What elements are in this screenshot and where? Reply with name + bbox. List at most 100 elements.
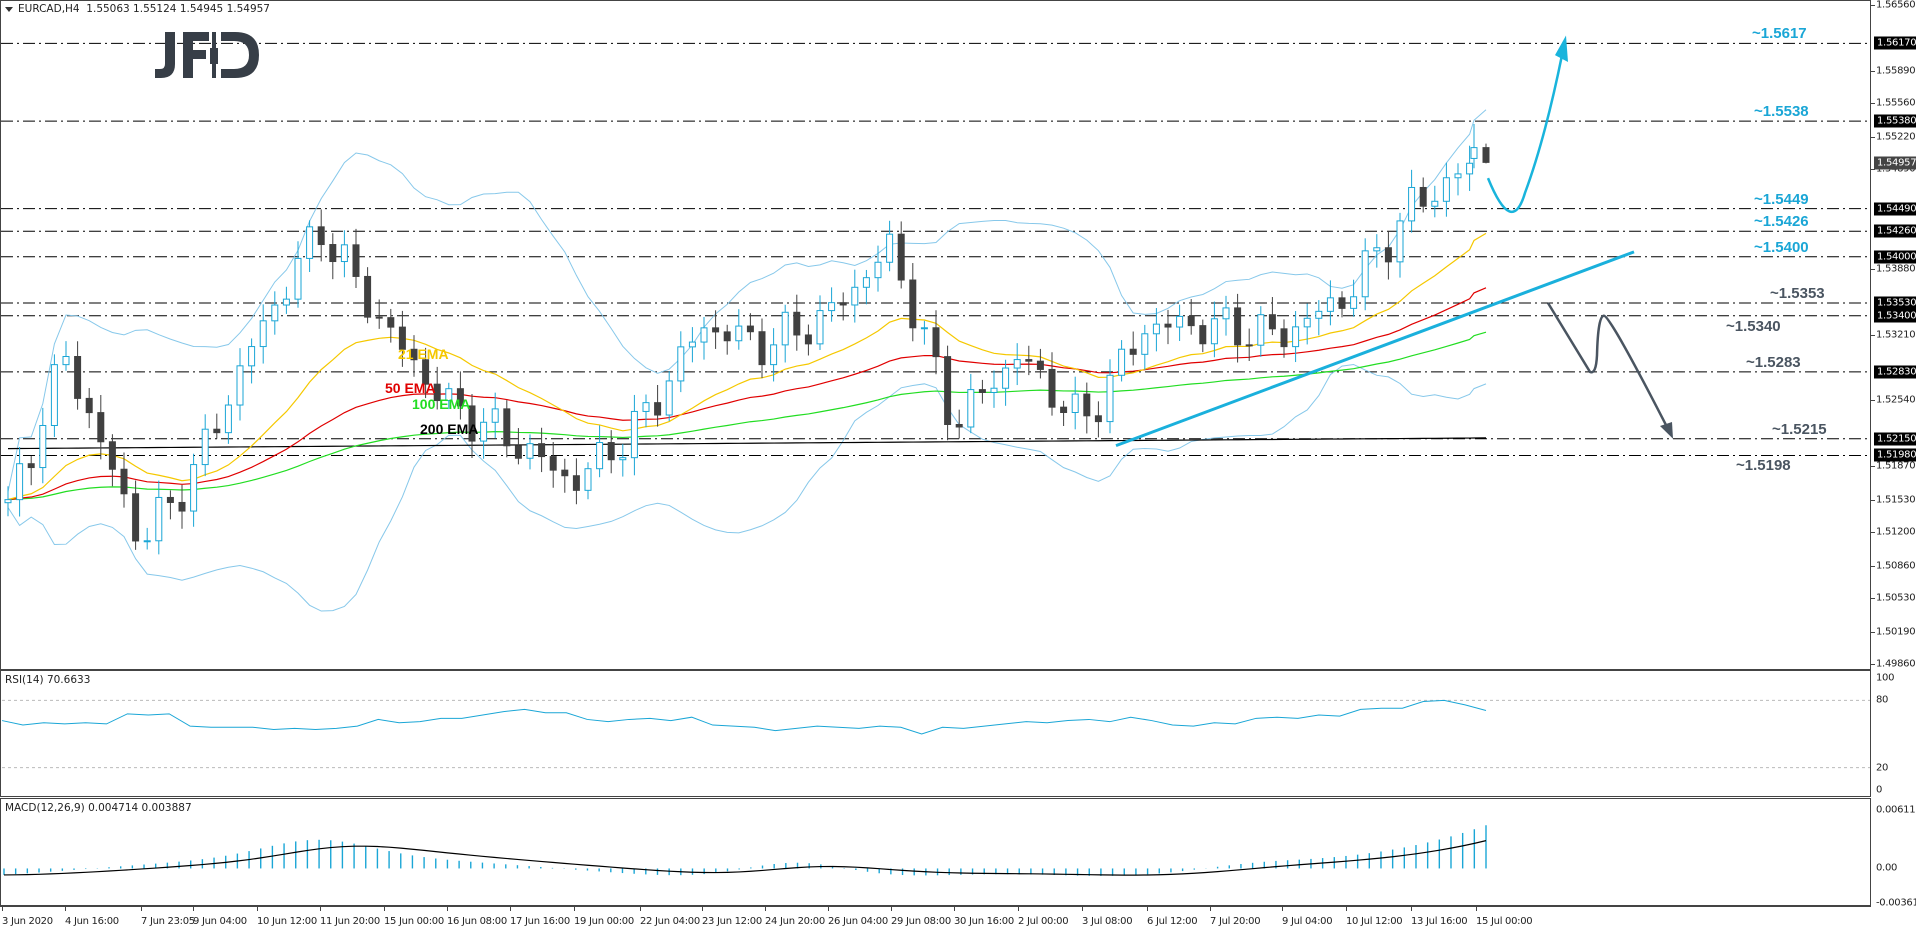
bear-candle — [178, 501, 186, 512]
bull-candle — [1106, 374, 1114, 423]
bear-candle — [468, 405, 476, 442]
bear-candle — [398, 326, 406, 350]
level-label: ~1.5283 — [1746, 353, 1801, 371]
bear-candle — [1482, 147, 1490, 163]
bull-candle — [1454, 173, 1462, 179]
bear-candle — [1245, 344, 1253, 347]
level-label: ~1.5617 — [1752, 25, 1807, 43]
time-label: 16 Jun 08:00 — [447, 916, 507, 927]
price-tick: 1.52540 — [1876, 394, 1916, 406]
macd-panel[interactable]: MACD(12,26,9) 0.004714 0.003887 — [0, 798, 1871, 906]
bull-candle — [700, 327, 708, 343]
level-label: ~1.5198 — [1736, 457, 1791, 475]
bull-candle — [886, 233, 894, 263]
bull-candle — [1350, 296, 1358, 309]
time-label: 2 Jul 00:00 — [1018, 916, 1069, 927]
price-tick: 1.50860 — [1876, 560, 1916, 572]
bull-candle — [224, 404, 232, 434]
price-tag: 1.51980 — [1874, 448, 1916, 462]
time-label: 26 Jun 04:00 — [828, 916, 888, 927]
price-tick: 1.53880 — [1876, 263, 1916, 275]
bear-candle — [132, 493, 140, 542]
bollinger-lower — [7, 363, 1487, 612]
ema50-label: 50 EMA — [385, 380, 436, 396]
bear-candle — [654, 402, 662, 416]
price-tag: 1.55380 — [1874, 114, 1916, 128]
bollinger-upper — [7, 109, 1487, 492]
bull-candle — [1141, 333, 1149, 355]
bear-candle — [85, 397, 93, 414]
bull-candle — [920, 327, 928, 330]
bear-candle — [166, 496, 174, 503]
bull-candle — [619, 457, 627, 461]
bull-candle — [236, 365, 244, 406]
price-tick: 1.55560 — [1876, 97, 1916, 109]
bull-candle — [1361, 250, 1369, 298]
bull-candle — [306, 226, 314, 259]
bull-candle — [282, 298, 290, 306]
bear-candle — [108, 441, 116, 470]
rsi-line — [1, 699, 1487, 735]
bear-candle — [572, 475, 580, 491]
time-axis[interactable] — [0, 906, 1871, 907]
bear-candle — [1129, 348, 1137, 355]
bear-candle — [1199, 325, 1207, 345]
bull-candle — [155, 496, 163, 542]
bear-candle — [746, 325, 754, 333]
bear-candle — [74, 356, 82, 399]
time-label: 3 Jun 2020 — [2, 916, 53, 927]
bull-candle — [596, 442, 604, 470]
ema50-line — [7, 287, 1487, 501]
bear-candle — [758, 331, 766, 366]
price-tag: 1.52150 — [1874, 432, 1916, 446]
dropdown-triangle-icon[interactable] — [5, 6, 13, 12]
rsi-tick: 0 — [1876, 784, 1883, 796]
bear-candle — [1187, 315, 1195, 327]
bear-candle — [978, 389, 986, 393]
time-label: 3 Jul 08:00 — [1082, 916, 1133, 927]
bull-candle — [39, 425, 47, 469]
bull-candle — [1013, 359, 1021, 369]
bull-candle — [816, 310, 824, 345]
bear-candle — [1025, 359, 1033, 362]
ema21-line — [7, 232, 1487, 501]
bear-candle — [1048, 368, 1056, 408]
bear-candle — [1164, 323, 1172, 328]
price-tick: 1.51870 — [1876, 460, 1916, 472]
bullish-scenario-arrow — [1486, 54, 1564, 213]
bear-candle — [1083, 393, 1091, 417]
bear-candle — [317, 226, 325, 246]
bear-candle — [944, 356, 952, 425]
bull-candle — [967, 389, 975, 428]
bull-candle — [1396, 220, 1404, 263]
bear-candle — [932, 327, 940, 358]
symbol-label: EURCAD,H4 — [18, 3, 80, 15]
price-tick: 1.55220 — [1876, 131, 1916, 143]
bear-candle — [723, 331, 731, 342]
bull-candle — [4, 499, 12, 504]
bull-candle — [1431, 200, 1439, 207]
time-label: 15 Jun 00:00 — [384, 916, 444, 927]
bull-candle — [491, 408, 499, 423]
rsi-panel[interactable]: RSI(14) 70.6633 — [0, 670, 1871, 797]
bear-candle — [352, 244, 360, 277]
bear-candle — [897, 233, 905, 281]
rsi-tick: 20 — [1876, 762, 1889, 774]
bull-candle — [143, 540, 151, 543]
bull-candle — [862, 277, 870, 288]
price-tag: 1.53400 — [1874, 309, 1916, 323]
macd-signal-line — [3, 840, 1487, 876]
time-label: 29 Jun 08:00 — [891, 916, 951, 927]
price-tag: 1.53530 — [1874, 296, 1916, 310]
level-label: ~1.5538 — [1754, 103, 1809, 121]
time-label: 17 Jun 16:00 — [510, 916, 570, 927]
price-tick: 1.50190 — [1876, 626, 1916, 638]
time-label: 7 Jun 23:05 — [141, 916, 195, 927]
bull-candle — [1222, 307, 1230, 320]
bear-candle — [364, 275, 372, 318]
bear-candle — [329, 244, 337, 263]
bull-candle — [1118, 348, 1126, 376]
bull-candle — [1176, 315, 1184, 328]
level-label: ~1.5215 — [1772, 420, 1827, 438]
price-tick: 1.49860 — [1876, 658, 1916, 670]
